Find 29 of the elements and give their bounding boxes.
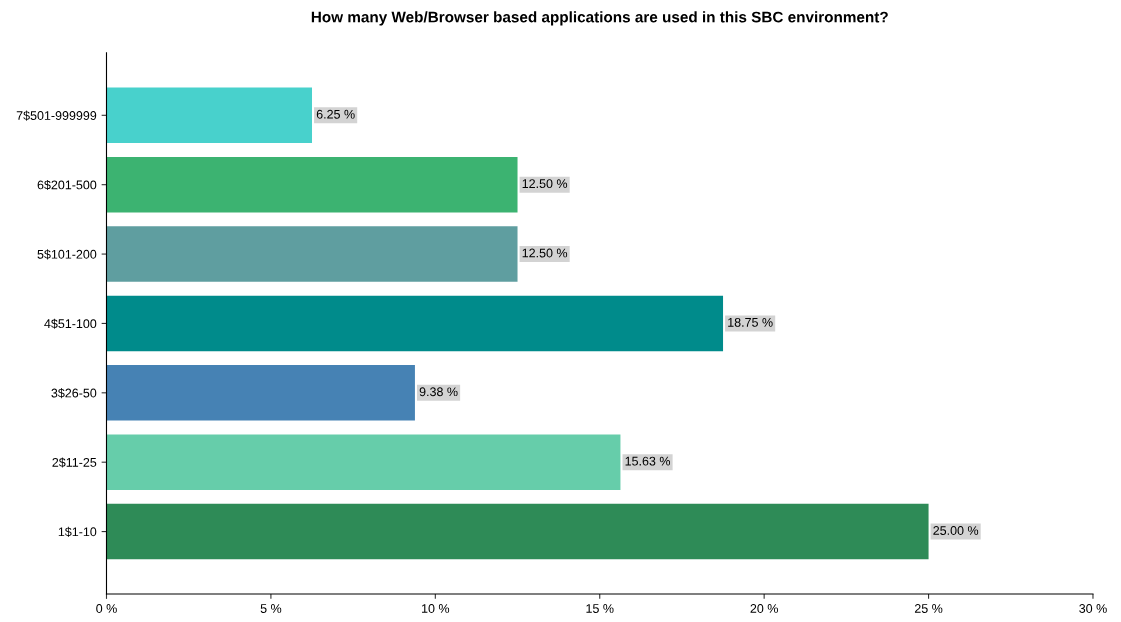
chart-title: How many Web/Browser based applications are used in this SBC environment? bbox=[311, 11, 888, 26]
bar bbox=[106, 226, 518, 282]
x-tick-label: 5 % bbox=[260, 604, 282, 613]
y-tick-label: 7$501-999999 bbox=[16, 110, 97, 121]
data-label: 12.50 % bbox=[522, 179, 568, 189]
x-tick-label: 0 % bbox=[96, 604, 117, 613]
y-tick-label: 1$1-10 bbox=[58, 526, 97, 537]
x-tick-label: 25 % bbox=[914, 604, 943, 613]
bar bbox=[106, 503, 929, 560]
data-label: 9.38 % bbox=[419, 387, 458, 397]
y-tick-label: 3$26-50 bbox=[51, 388, 97, 399]
x-tick-label: 15 % bbox=[586, 604, 614, 613]
data-label: 6.25 % bbox=[316, 109, 355, 119]
bar bbox=[106, 87, 313, 144]
data-label: 18.75 % bbox=[728, 317, 773, 327]
bar bbox=[106, 365, 415, 421]
x-tick-label: 30 % bbox=[1079, 604, 1107, 613]
bar bbox=[106, 434, 621, 490]
bar bbox=[106, 156, 518, 213]
data-label: 15.63 % bbox=[625, 456, 671, 466]
y-tick-label: 6$201-500 bbox=[37, 179, 97, 191]
bar bbox=[106, 295, 724, 352]
x-tick-label: 10 % bbox=[422, 604, 450, 613]
data-label: 25.00 % bbox=[933, 526, 979, 535]
y-tick-label: 2$11-25 bbox=[52, 457, 97, 468]
x-tick-label: 20 % bbox=[750, 604, 778, 613]
data-label: 12.50 % bbox=[522, 248, 568, 258]
y-tick-label: 4$51-100 bbox=[44, 318, 97, 329]
y-tick-label: 5$101-200 bbox=[37, 249, 97, 260]
